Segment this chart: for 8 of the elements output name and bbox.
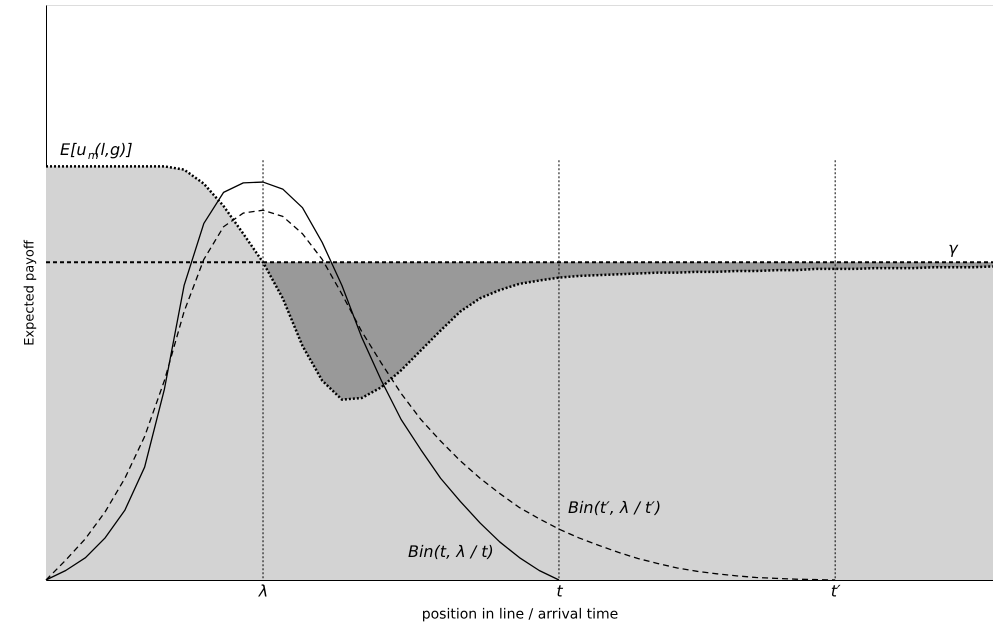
series-label: Bin(t, λ / t) (408, 542, 494, 561)
x-tick-label: t′ (830, 582, 841, 600)
x-axis-title: position in line / arrival time (422, 606, 618, 622)
x-tick-label: t (556, 582, 564, 600)
y-axis-title: Expected payoff (22, 239, 38, 346)
x-tick-label: λ (258, 582, 268, 600)
series-label: Bin(t′, λ / t′) (568, 498, 662, 517)
ref-line-label: γ (948, 238, 960, 258)
